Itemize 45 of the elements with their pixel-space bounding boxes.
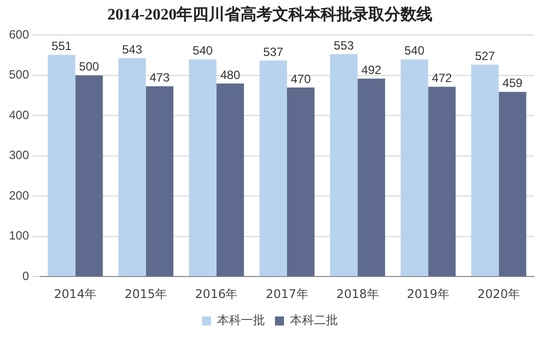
y-tick-label: 200 xyxy=(8,188,30,202)
data-label: 459 xyxy=(502,76,523,90)
data-label: 492 xyxy=(361,62,382,77)
x-tick-label: 2014年 xyxy=(54,286,97,301)
bar xyxy=(358,78,386,276)
x-tick-label: 2017年 xyxy=(266,286,308,301)
bar xyxy=(471,64,499,276)
y-tick-label: 400 xyxy=(8,108,30,122)
bar xyxy=(48,54,76,276)
bar xyxy=(400,59,428,276)
legend-label: 本科二批 xyxy=(290,313,338,328)
legend-label: 本科一批 xyxy=(217,313,265,328)
y-tick-label: 100 xyxy=(8,228,30,243)
bar xyxy=(216,83,244,276)
data-label: 537 xyxy=(263,44,284,59)
bar xyxy=(428,86,456,276)
bar xyxy=(75,75,103,276)
data-label: 470 xyxy=(290,72,312,86)
bar xyxy=(259,60,288,276)
bar xyxy=(188,59,216,276)
x-tick-label: 2020年 xyxy=(477,286,520,301)
y-tick-label: 600 xyxy=(8,28,30,42)
x-tick-label: 2016年 xyxy=(195,286,238,301)
y-tick-label: 0 xyxy=(22,268,30,283)
x-tick-label: 2018年 xyxy=(336,286,379,301)
data-label: 473 xyxy=(150,70,170,85)
y-tick-label: 500 xyxy=(8,68,30,82)
x-tick-label: 2019年 xyxy=(406,286,450,301)
data-label: 553 xyxy=(334,38,354,52)
data-label: 540 xyxy=(192,44,214,58)
bar xyxy=(287,88,315,276)
chart-title: 2014-2020年四川省高考文科本科批录取分数线 xyxy=(107,4,433,24)
data-label: 527 xyxy=(474,48,496,63)
x-tick-label: 2015年 xyxy=(124,286,168,301)
data-label: 551 xyxy=(52,39,72,54)
bar xyxy=(498,92,526,276)
bar xyxy=(146,86,174,276)
bar xyxy=(118,58,146,276)
data-label: 540 xyxy=(404,44,425,58)
y-tick-label: 300 xyxy=(8,148,30,162)
data-label: 480 xyxy=(220,68,241,82)
bar xyxy=(330,54,358,276)
data-label: 472 xyxy=(432,71,452,86)
data-label: 500 xyxy=(79,60,100,74)
data-label: 543 xyxy=(122,42,142,56)
